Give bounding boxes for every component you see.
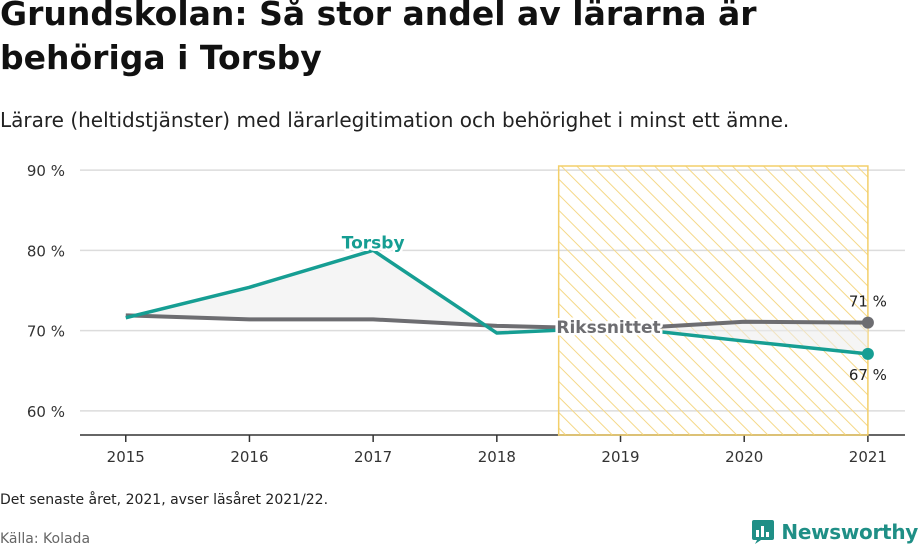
y-tick-label: 70 % (27, 323, 65, 341)
line-chart: 60 % 70 % 80 % 90 % 2015 2016 2017 2018 2019 2020… (27, 162, 905, 466)
highlight-period-box (557, 165, 869, 436)
x-tick-label: 2016 (230, 448, 268, 466)
series-label-torsby: Torsby (342, 233, 405, 253)
x-tick-label: 2017 (354, 448, 392, 466)
y-tick-label: 60 % (27, 403, 65, 421)
endpoint-dot-rikssnittet (861, 316, 874, 329)
source-label: Källa: Kolada (0, 531, 91, 547)
x-tick-label: 2021 (849, 448, 887, 466)
difference-area (125, 250, 868, 354)
series-label-rikssnittet: Rikssnittet (556, 318, 660, 338)
x-tick-label: 2015 (107, 448, 145, 466)
x-tick-label: 2018 (478, 448, 516, 466)
newsworthy-logo-icon (752, 520, 775, 544)
series-line-torsby (125, 248, 869, 356)
chart-title: Grundskolan: Så stor andel av lärarna är… (0, 0, 757, 77)
x-tick-label: 2020 (725, 448, 763, 466)
footnote: Det senaste året, 2021, avser läsåret 20… (0, 492, 329, 508)
endpoint-dot-torsby (861, 347, 874, 360)
end-value-label-rikssnittet: 71 % (849, 293, 887, 311)
chart-subtitle: Lärare (heltidstjänster) med lärarlegiti… (0, 108, 790, 132)
x-tick-label: 2019 (601, 448, 639, 466)
y-tick-label: 90 % (27, 162, 65, 180)
series-line-rikssnittet (125, 313, 868, 332)
end-value-label-torsby: 67 % (849, 366, 887, 384)
y-tick-label: 80 % (27, 242, 65, 260)
brand-name: Newsworthy (781, 520, 918, 544)
brand-logo: Newsworthy (751, 519, 918, 545)
